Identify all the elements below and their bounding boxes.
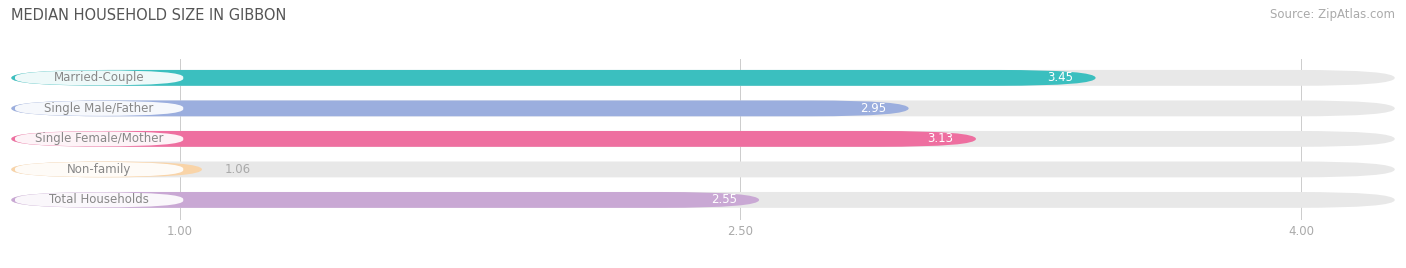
Text: 2.95: 2.95 [860,102,886,115]
FancyBboxPatch shape [11,70,1395,86]
Text: MEDIAN HOUSEHOLD SIZE IN GIBBON: MEDIAN HOUSEHOLD SIZE IN GIBBON [11,8,287,23]
FancyBboxPatch shape [11,100,908,116]
Text: Total Households: Total Households [49,193,149,206]
Text: Non-family: Non-family [67,163,131,176]
FancyBboxPatch shape [11,131,1395,147]
FancyBboxPatch shape [11,162,202,177]
FancyBboxPatch shape [15,192,183,207]
Text: Single Male/Father: Single Male/Father [45,102,153,115]
FancyBboxPatch shape [15,162,183,177]
Text: 3.45: 3.45 [1047,71,1073,84]
Text: Single Female/Mother: Single Female/Mother [35,132,163,146]
Text: 3.13: 3.13 [928,132,953,146]
FancyBboxPatch shape [15,131,183,146]
FancyBboxPatch shape [11,162,1395,177]
FancyBboxPatch shape [11,192,1395,208]
Text: 2.55: 2.55 [710,193,737,206]
Text: Married-Couple: Married-Couple [53,71,145,84]
FancyBboxPatch shape [11,192,759,208]
FancyBboxPatch shape [11,70,1095,86]
Text: 1.06: 1.06 [225,163,250,176]
FancyBboxPatch shape [15,70,183,85]
Text: Source: ZipAtlas.com: Source: ZipAtlas.com [1270,8,1395,21]
FancyBboxPatch shape [15,101,183,116]
FancyBboxPatch shape [11,100,1395,116]
FancyBboxPatch shape [11,131,976,147]
